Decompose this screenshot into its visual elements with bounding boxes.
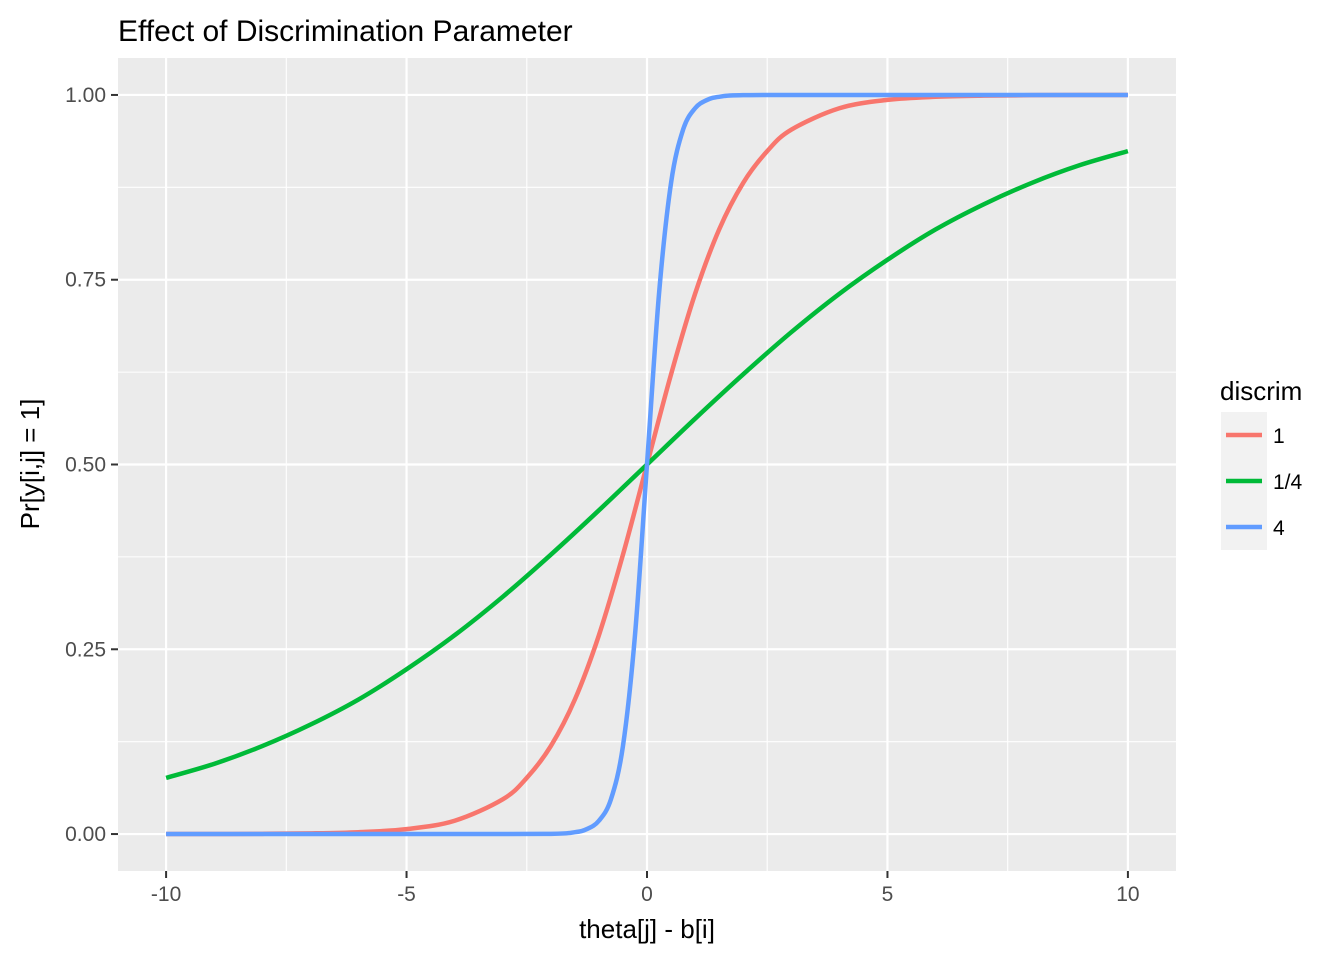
x-tick-label: -5: [397, 883, 416, 906]
x-tick-label: 10: [1116, 883, 1139, 906]
chart-title: Effect of Discrimination Parameter: [118, 15, 573, 48]
legend-label: 4: [1273, 517, 1285, 540]
y-tick-label: 1.00: [65, 84, 106, 107]
y-tick-label: 0.00: [65, 823, 106, 846]
x-tick-label: 5: [882, 883, 894, 906]
series-layer: [165, 92, 1129, 837]
series-line-4: [166, 92, 1128, 837]
x-axis-label: theta[j] - b[i]: [579, 914, 715, 944]
legend-label: 1/4: [1273, 471, 1303, 494]
y-tick-label: 0.50: [65, 454, 106, 477]
axis-layer: -10 -5 0 5 10 0.00 0.25 0.50 0.75 1.00: [65, 84, 1139, 906]
legend-title: discrim: [1220, 376, 1302, 406]
legend-label: 1: [1273, 425, 1285, 448]
y-axis-label: Pr[y[i,j] = 1]: [15, 399, 45, 530]
x-tick-label: 0: [641, 883, 653, 906]
y-tick-label: 0.75: [65, 269, 106, 292]
legend: discrim 1 1/4 4: [1220, 376, 1303, 550]
x-tick-label: -10: [151, 883, 181, 906]
y-tick-label: 0.25: [65, 638, 106, 661]
